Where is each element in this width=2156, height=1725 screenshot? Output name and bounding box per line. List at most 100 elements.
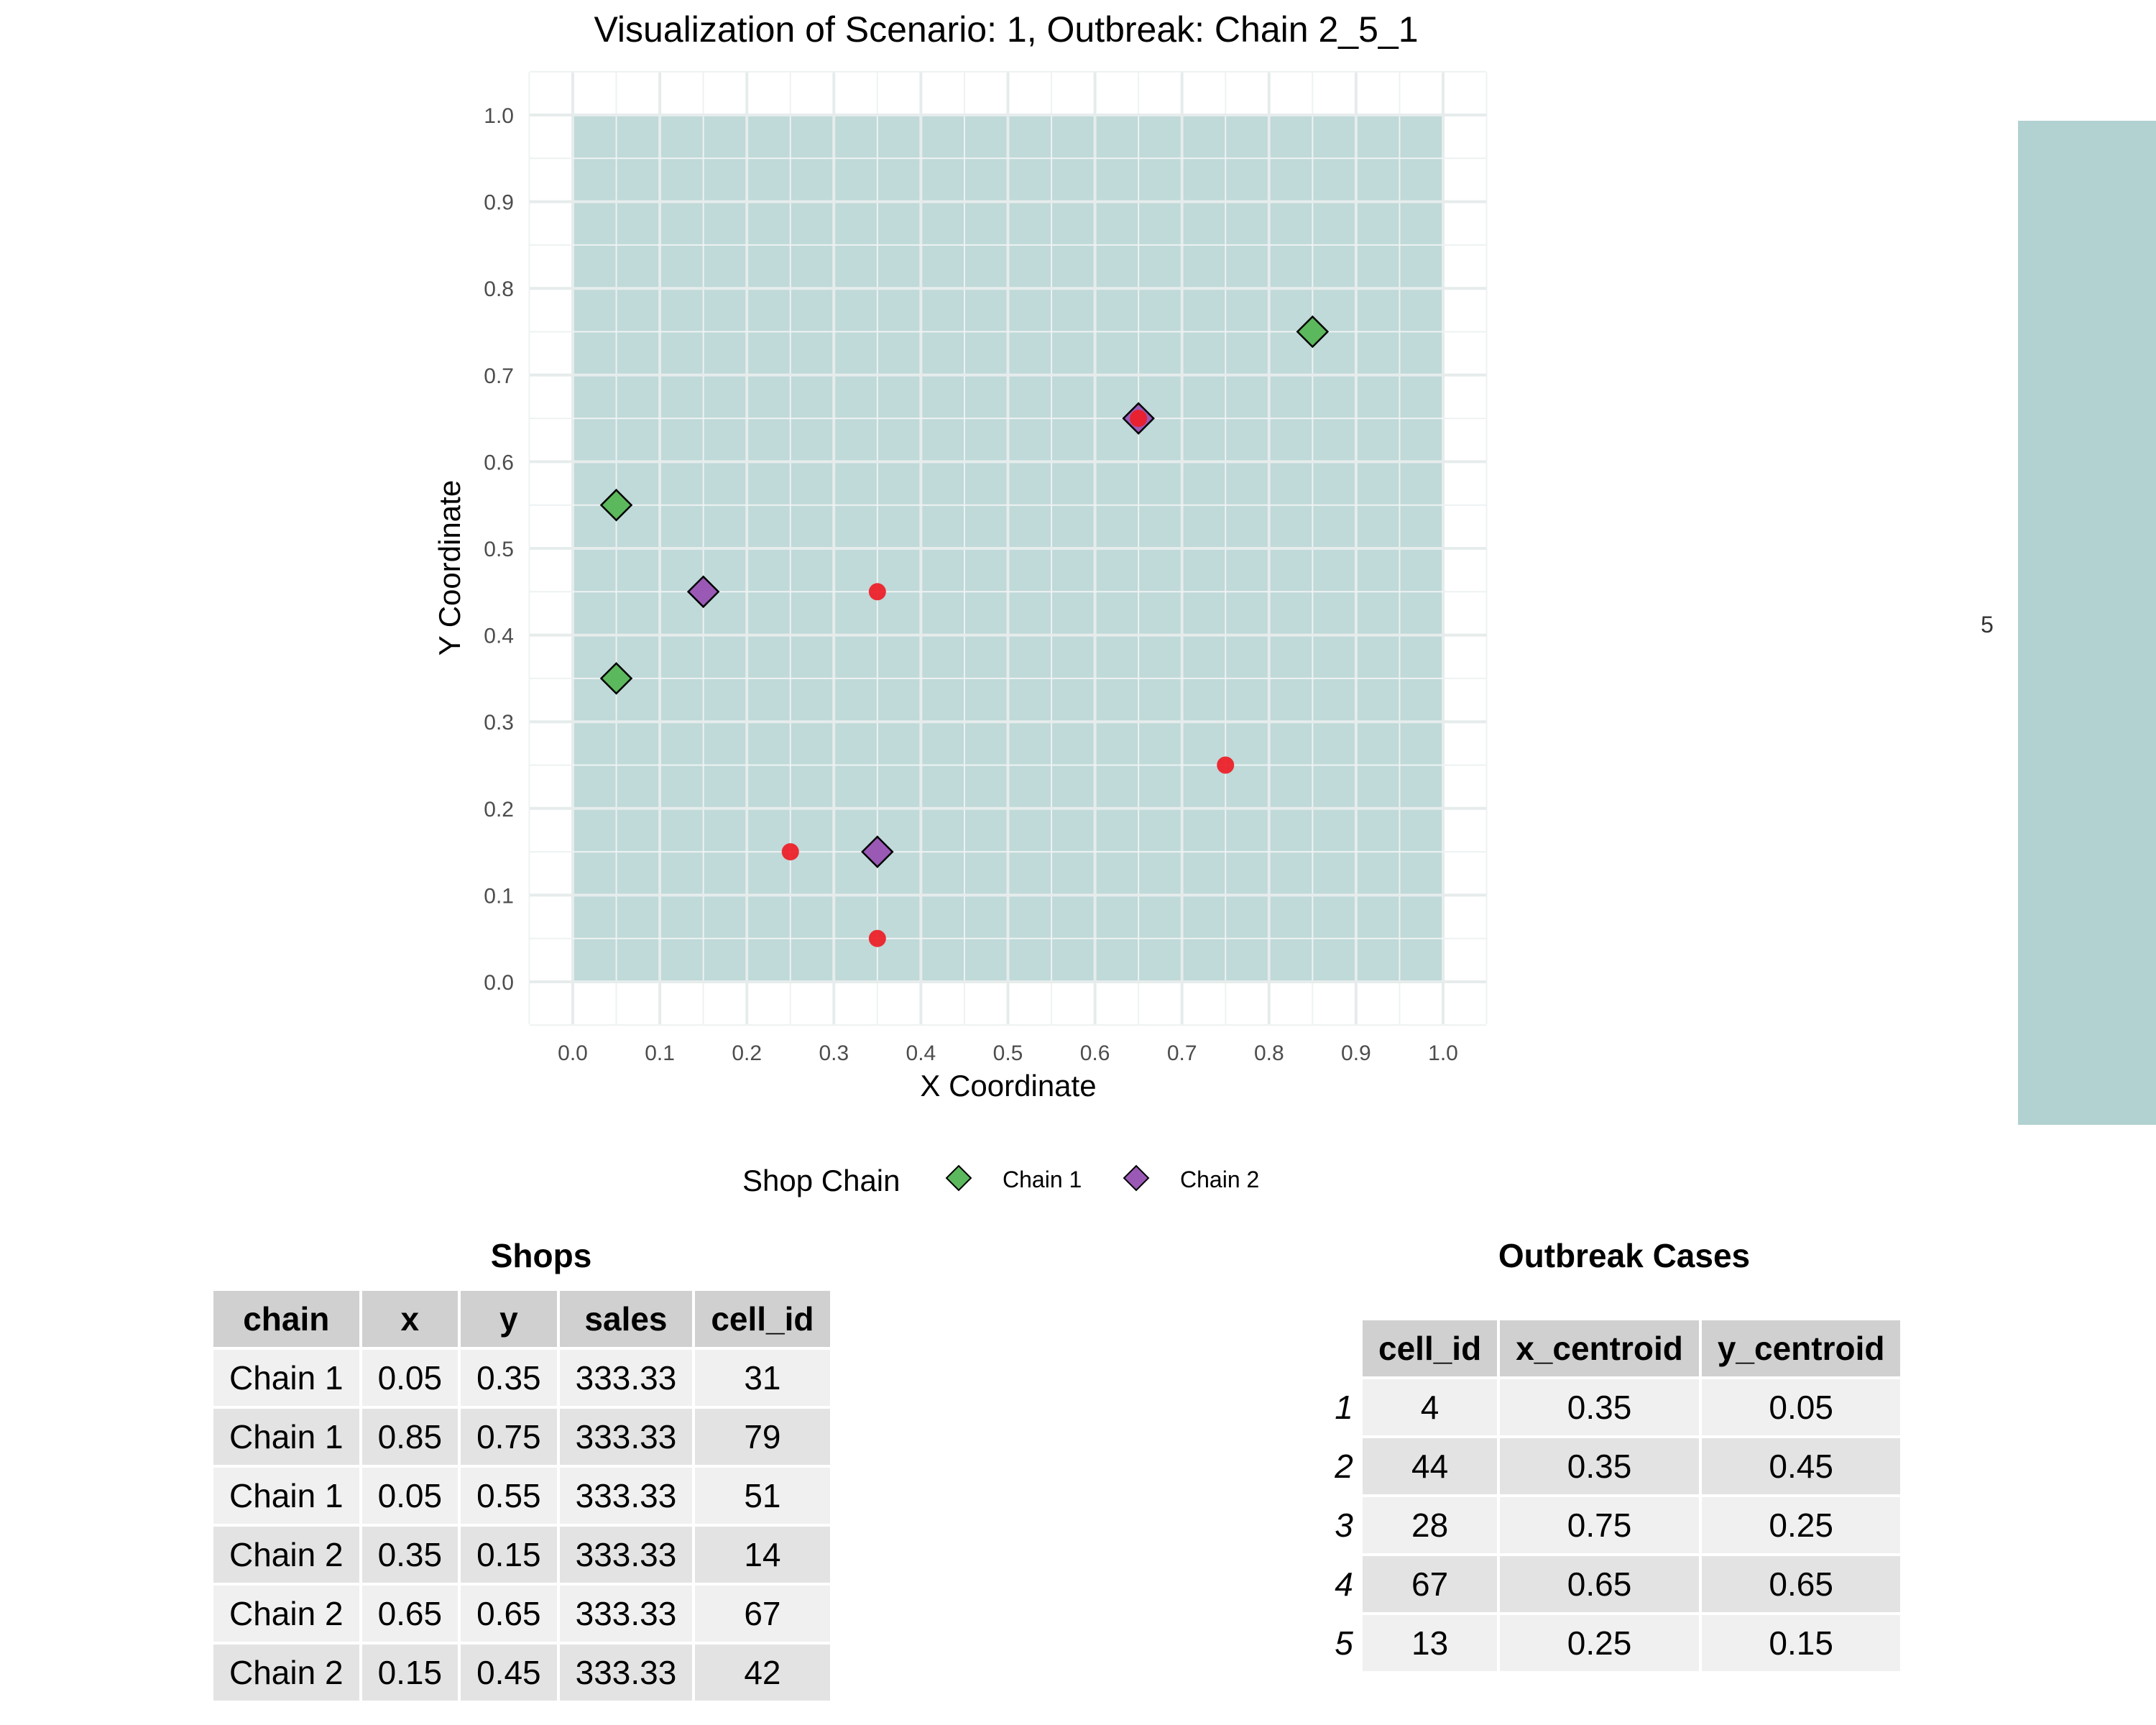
table-cell: 0.35: [461, 1350, 557, 1406]
x-tick-label: 0.7: [1167, 1041, 1197, 1065]
x-tick-label: 0.2: [732, 1041, 762, 1065]
table-cell: 0.45: [1701, 1438, 1901, 1494]
table-cell: 333.33: [559, 1350, 693, 1406]
table-cell: 333.33: [559, 1468, 693, 1524]
legend-marker-chain-2: [1123, 1164, 1150, 1192]
shop-point: [1296, 315, 1330, 349]
y-tick-label: 0.0: [484, 971, 514, 995]
x-tick-label: 0.9: [1341, 1041, 1371, 1065]
table-cell: 44: [1363, 1438, 1498, 1494]
table-cell: 0.75: [461, 1409, 557, 1465]
x-tick-label: 0.4: [906, 1041, 936, 1065]
table-row: Chain 2 0.65 0.65 333.33 67: [213, 1586, 830, 1642]
shop-point: [686, 575, 720, 609]
cases-table-header: cell_id x_centroid y_centroid: [1328, 1320, 1901, 1376]
table-cell: 0.25: [1500, 1615, 1699, 1671]
shop-point: [599, 662, 633, 695]
legend-label-chain-1: Chain 1: [1003, 1167, 1082, 1192]
y-tick-label: 0.4: [484, 625, 514, 648]
table-cell: 79: [695, 1409, 830, 1465]
table-cell: Chain 1: [213, 1350, 359, 1406]
table-row: 4 67 0.65 0.65: [1328, 1556, 1901, 1612]
x-axis-label: X Coordinate: [920, 1069, 1096, 1103]
table-cell: 0.85: [361, 1409, 459, 1465]
legend-title: Shop Chain: [742, 1164, 900, 1197]
shop-point: [599, 488, 633, 522]
table-cell: 0.35: [1500, 1379, 1699, 1435]
table-cell: 333.33: [559, 1586, 693, 1642]
cases-table: cell_id x_centroid y_centroid 1 4 0.35 0.05 2 4…: [1325, 1317, 1903, 1674]
shops-table-title: Shops: [490, 1237, 592, 1274]
table-cell: 0.65: [1500, 1556, 1699, 1612]
table-cell: Chain 2: [213, 1644, 359, 1701]
cases-column-header: x_centroid: [1500, 1320, 1699, 1376]
table-cell: 0.15: [1701, 1615, 1901, 1671]
legend-label-chain-2: Chain 2: [1180, 1167, 1259, 1192]
cases-table-title: Outbreak Cases: [1498, 1237, 1751, 1274]
table-row: 3 28 0.75 0.25: [1328, 1497, 1901, 1553]
row-name: 3: [1335, 1506, 1353, 1544]
table-cell: 0.65: [461, 1586, 557, 1642]
y-tick-label: 0.5: [484, 538, 514, 561]
scatter-chart: Visualization of Scenario: 1, Outbreak: …: [433, 9, 2156, 1197]
cases-column-header: cell_id: [1363, 1320, 1498, 1376]
row-name: 4: [1335, 1565, 1353, 1603]
colorbar: [2018, 121, 2156, 1125]
table-row: Chain 1 0.05 0.35 333.33 31: [213, 1350, 830, 1406]
cases-column-header: y_centroid: [1701, 1320, 1901, 1376]
table-cell: 0.35: [361, 1527, 459, 1583]
x-tick-label: 0.0: [558, 1041, 588, 1065]
plot-area: 0.0 0.1 0.2 0.3 0.4 0.5 0.6 0.7 0.8 0.9 1.0 0.0 0.1 0…: [484, 70, 1488, 1065]
shops-table: chain x y sales cell_id Chain 1 0.05 0.35 333.3…: [211, 1288, 833, 1703]
table-cell: 333.33: [559, 1409, 693, 1465]
table-cell: 42: [695, 1644, 830, 1701]
table-cell: 51: [695, 1468, 830, 1524]
table-cell: Chain 1: [213, 1409, 359, 1465]
table-cell: 0.05: [361, 1468, 459, 1524]
y-axis-label: Y Coordinate: [433, 480, 466, 656]
table-cell: 14: [695, 1527, 830, 1583]
y-tick-label: 1.0: [484, 104, 514, 128]
table-cell: Chain 1: [213, 1468, 359, 1524]
colorbar-label: 5: [1981, 612, 1994, 638]
shops-column-header: cell_id: [695, 1291, 830, 1347]
x-tick-label: 1.0: [1428, 1041, 1458, 1065]
table-row: Chain 2 0.15 0.45 333.33 42: [213, 1644, 830, 1701]
table-cell: 0.75: [1500, 1497, 1699, 1553]
y-tick-label: 0.9: [484, 191, 514, 215]
table-cell: 13: [1363, 1615, 1498, 1671]
x-tick-label: 0.1: [645, 1041, 675, 1065]
shops-column-header: x: [361, 1291, 459, 1347]
table-cell: 333.33: [559, 1527, 693, 1583]
shops-table-header: chain x y sales cell_id: [213, 1291, 830, 1347]
table-row: 1 4 0.35 0.05: [1328, 1379, 1901, 1435]
row-name: 2: [1335, 1448, 1353, 1485]
case-point: [1217, 756, 1235, 774]
x-tick-label: 0.5: [993, 1041, 1023, 1065]
table-cell: 67: [1363, 1556, 1498, 1612]
table-cell: 28: [1363, 1497, 1498, 1553]
y-tick-label: 0.3: [484, 711, 514, 735]
case-point: [868, 583, 886, 601]
table-row: Chain 1 0.05 0.55 333.33 51: [213, 1468, 830, 1524]
table-row: Chain 2 0.35 0.15 333.33 14: [213, 1527, 830, 1583]
legend-marker-chain-1: [945, 1164, 972, 1192]
shops-column-header: y: [461, 1291, 557, 1347]
x-tick-label: 0.8: [1254, 1041, 1284, 1065]
cases-header-corner: [1328, 1320, 1360, 1376]
table-cell: 0.65: [361, 1586, 459, 1642]
row-name: 1: [1335, 1389, 1353, 1426]
y-tick-label: 0.1: [484, 884, 514, 908]
case-point: [1130, 410, 1148, 428]
table-cell: 67: [695, 1586, 830, 1642]
table-row: 5 13 0.25 0.15: [1328, 1615, 1901, 1671]
case-point: [781, 843, 799, 861]
table-cell: 333.33: [559, 1644, 693, 1701]
table-cell: 0.55: [461, 1468, 557, 1524]
y-tick-label: 0.7: [484, 364, 514, 388]
shop-point: [861, 835, 894, 868]
table-cell: 0.15: [461, 1527, 557, 1583]
row-name: 5: [1335, 1624, 1353, 1662]
table-cell: 0.25: [1701, 1497, 1901, 1553]
x-tick-label: 0.6: [1080, 1041, 1110, 1065]
